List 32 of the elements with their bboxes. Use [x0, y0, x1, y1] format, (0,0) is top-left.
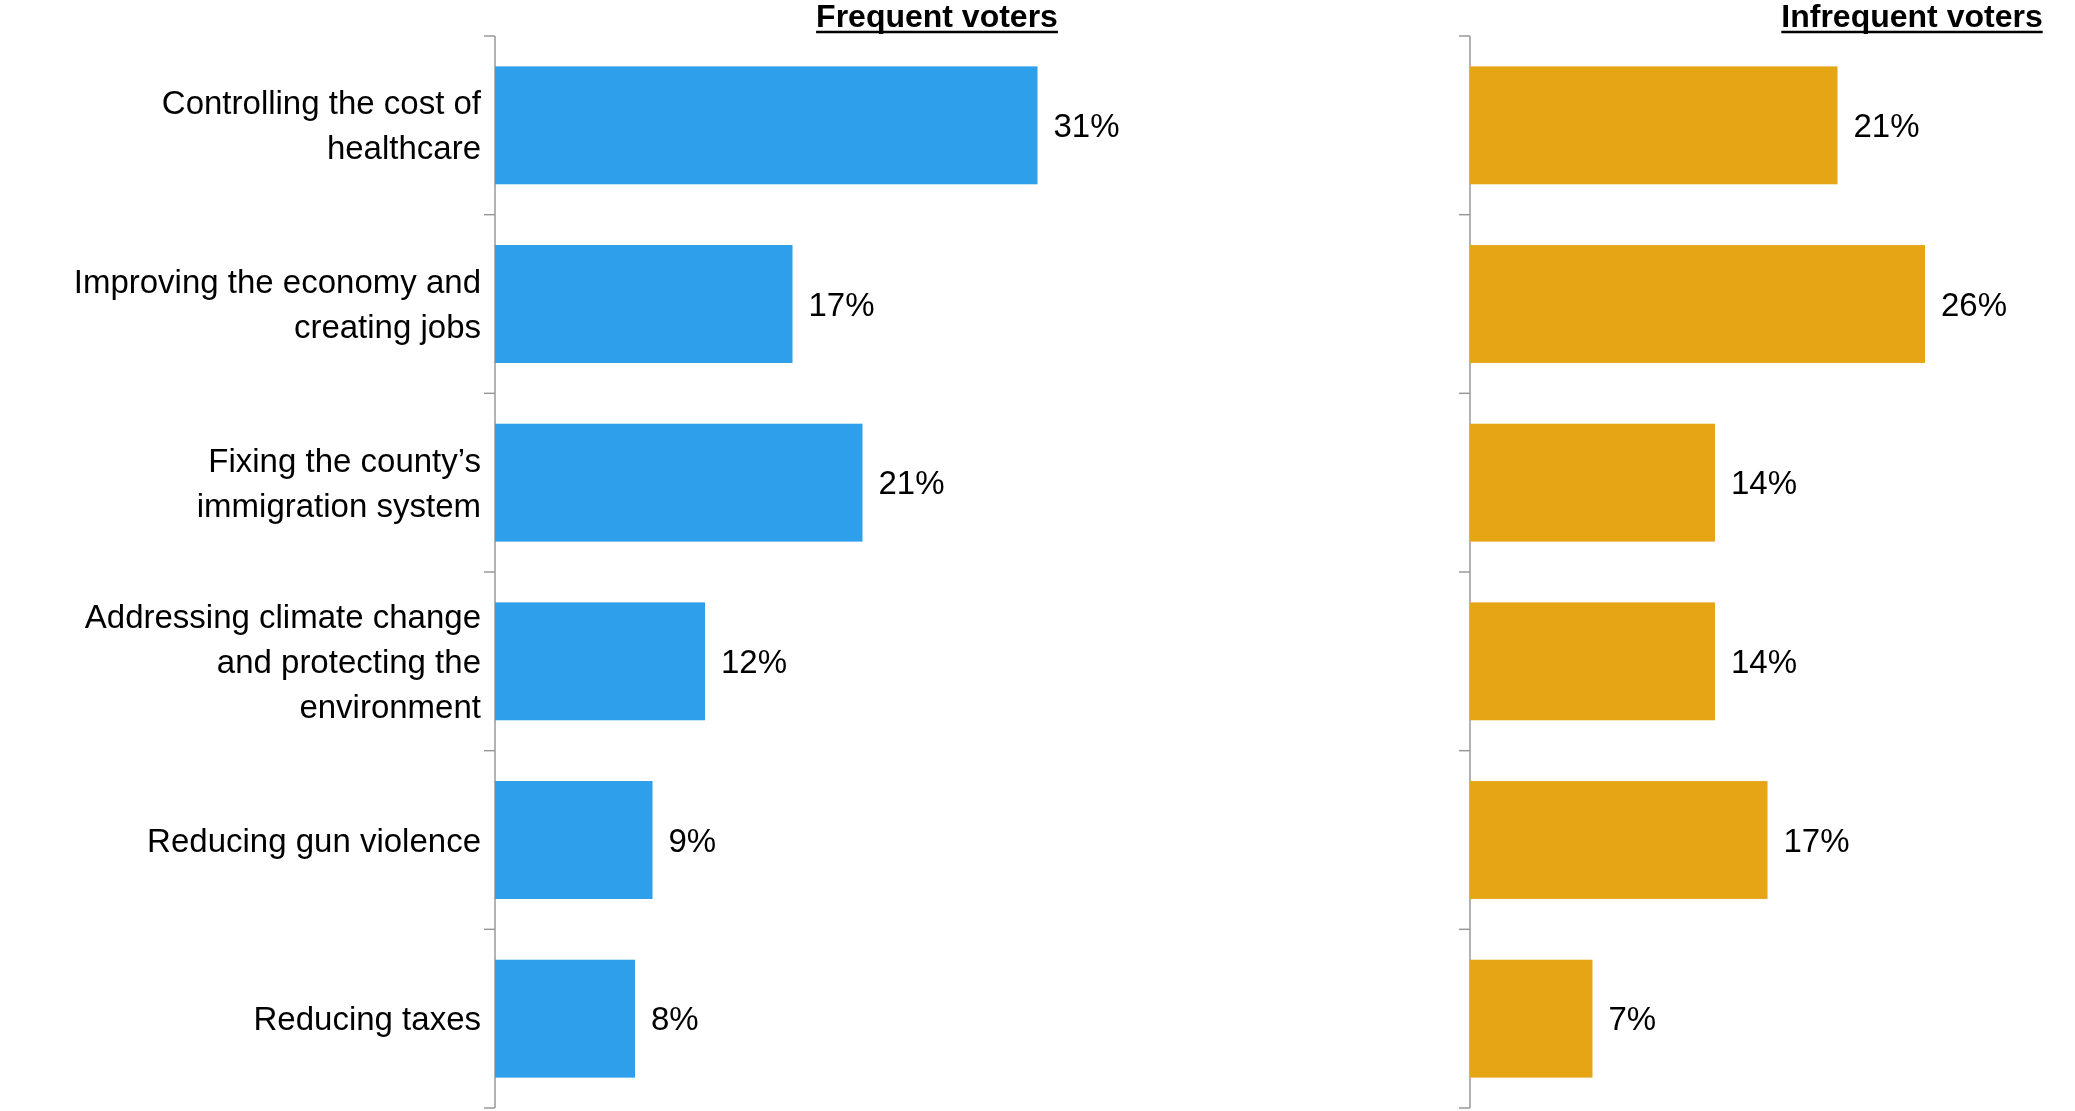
data-label: 17%	[808, 285, 875, 323]
y-tick-label: Reducing taxes	[253, 1000, 481, 1038]
bar	[495, 423, 863, 542]
bar	[1470, 245, 1925, 363]
chart-title: Infrequent voters	[1781, 0, 2043, 34]
bar	[1470, 602, 1715, 721]
y-tick-label: Addressing climate change and protecting the environment	[84, 597, 481, 725]
data-label: 21%	[878, 464, 945, 502]
bar	[495, 602, 705, 721]
data-label: 31%	[1053, 106, 1120, 144]
data-label: 21%	[1853, 106, 1920, 144]
data-label: 8%	[651, 1000, 699, 1038]
y-tick-label: Controlling the cost of healthcare	[161, 84, 482, 167]
bar	[1470, 66, 1838, 185]
data-label: 14%	[1731, 464, 1798, 502]
bar	[495, 66, 1038, 185]
data-label: 14%	[1731, 642, 1798, 680]
data-label: 17%	[1783, 821, 1850, 859]
data-label: 9%	[668, 821, 717, 859]
y-tick-label: Improving the economy and creating jobs	[73, 263, 481, 346]
data-label: 7%	[1608, 1000, 1657, 1038]
y-tick-label: Reducing gun violence	[147, 821, 481, 859]
data-label: 26%	[1941, 285, 2008, 323]
bar	[495, 781, 653, 899]
bar	[495, 959, 635, 1078]
data-label: 12%	[721, 642, 788, 680]
chart-title: Frequent voters	[816, 0, 1058, 34]
bar	[1470, 781, 1768, 899]
bar	[1470, 423, 1715, 542]
y-tick-label: Fixing the county’s immigration system	[196, 441, 481, 524]
bar	[495, 245, 793, 363]
bar	[1470, 959, 1593, 1078]
